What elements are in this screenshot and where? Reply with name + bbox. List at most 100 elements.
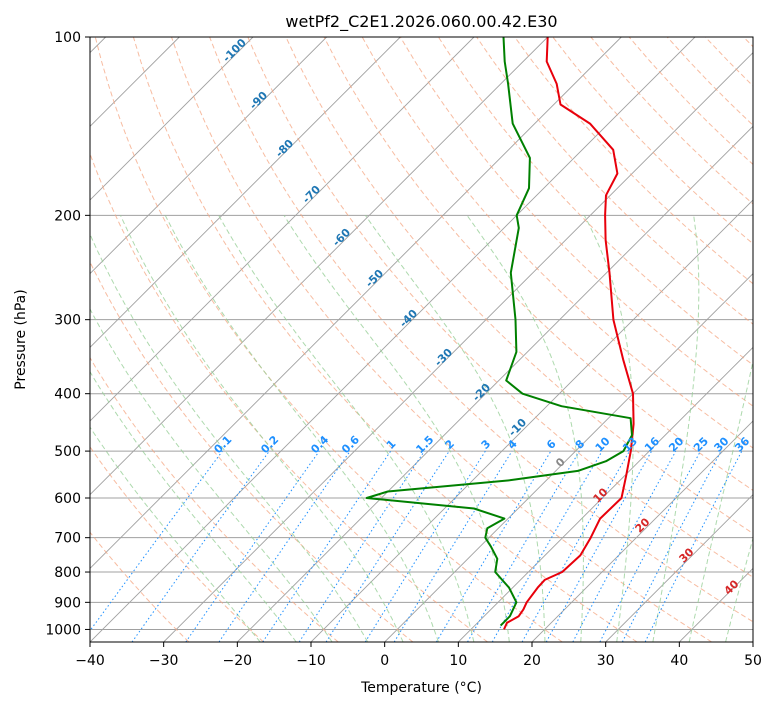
profile-series — [365, 37, 635, 630]
mixing-ratio-line — [435, 450, 552, 642]
dry-adiabat-line — [743, 37, 753, 48]
dry-adiabat-label: -20 — [470, 381, 493, 404]
y-tick-label: 400 — [54, 387, 81, 403]
chart-title: wetPf2_C2E1.2026.060.00.42.E30 — [285, 12, 557, 32]
mixing-ratio-line — [90, 450, 223, 632]
x-tick-label: 40 — [670, 653, 688, 669]
isotherm-line — [679, 567, 753, 642]
y-tick-label: 700 — [54, 531, 81, 547]
y-tick-label: 100 — [54, 30, 81, 46]
dry-adiabat-label: -60 — [330, 226, 353, 249]
mixing-ratio-line — [185, 450, 320, 642]
moist-adiabat-line — [90, 232, 369, 642]
y-tick-label: 600 — [54, 491, 81, 507]
x-tick-label: 30 — [597, 653, 615, 669]
mixing-ratio-line — [325, 450, 450, 642]
isotherm-line — [752, 641, 753, 642]
isotherm-line — [90, 37, 327, 275]
isotherm-line — [90, 37, 401, 348]
y-tick-label: 1000 — [45, 622, 81, 638]
moist-adiabat-label: 0 — [553, 455, 568, 470]
moist-adiabat-line — [725, 536, 753, 642]
mixing-ratio-label: 1 — [384, 437, 399, 452]
isotherm-line — [605, 494, 753, 642]
moist-adiabat-label: 30 — [677, 545, 697, 565]
dry-adiabat-line — [247, 37, 753, 578]
isotherm-line — [384, 273, 753, 642]
dry-adiabat-line — [90, 446, 264, 642]
x-tick-label: 50 — [744, 653, 762, 669]
moist-adiabat-line — [164, 215, 439, 642]
dry-adiabat-line — [552, 37, 753, 245]
dry-adiabat-line — [90, 531, 190, 642]
x-tick-label: 0 — [380, 653, 389, 669]
x-tick-label: −30 — [149, 653, 179, 669]
x-axis-label: Temperature (°C) — [360, 680, 482, 696]
x-tick-label: −40 — [75, 653, 105, 669]
dry-adiabat-line — [437, 37, 753, 366]
mixing-ratio-label: 2 — [442, 437, 457, 452]
moist-adiabat-line — [90, 370, 297, 642]
moist-adiabat-label: 20 — [633, 515, 653, 535]
dry-adiabat-label: -100 — [220, 36, 249, 65]
mixing-ratio-label: 1.5 — [413, 433, 436, 456]
mixing-ratio-lines — [90, 450, 743, 642]
dry-adiabats — [90, 37, 753, 642]
isotherm-line — [310, 199, 753, 642]
dry-adiabat-label: -40 — [397, 307, 420, 330]
moist-adiabat-line — [364, 215, 546, 642]
dewpoint-profile-line — [365, 37, 633, 627]
x-tick-label: 10 — [449, 653, 467, 669]
mixing-ratio-label: 25 — [691, 435, 711, 455]
mixing-ratio-line — [393, 450, 513, 642]
mixing-ratio-line — [545, 450, 653, 642]
mixing-ratio-label: 3 — [479, 437, 494, 452]
moist-adiabat-line — [583, 215, 634, 642]
y-tick-label: 200 — [54, 208, 81, 224]
dry-adiabat-line — [285, 37, 753, 535]
mixing-ratio-label: 4 — [505, 437, 520, 452]
isotherm-line — [90, 37, 475, 422]
moist-adiabat-label: 10 — [591, 485, 611, 505]
mixing-ratio-line — [521, 450, 630, 642]
moist-adiabat-line — [652, 215, 700, 642]
mixing-ratio-line — [298, 450, 425, 642]
isotherm-line — [90, 37, 548, 496]
dry-adiabat-line — [132, 37, 638, 642]
mixing-ratio-line — [621, 450, 722, 642]
y-tick-label: 800 — [54, 565, 81, 581]
temperature-profile-line — [503, 37, 635, 630]
dry-adiabat-label: -10 — [506, 416, 529, 439]
dry-adiabat-line — [704, 37, 753, 87]
isotherm-line — [531, 420, 753, 642]
dry-adiabat-line — [514, 37, 753, 285]
moist-adiabat-line — [218, 215, 475, 642]
moist-adiabat-line — [120, 215, 404, 642]
isobar-lines — [90, 37, 753, 630]
mixing-ratio-line — [572, 450, 677, 642]
plot-area: -100-90-80-70-60-50-40-30-20-100.1 0.2 0.4… — [90, 36, 753, 642]
moist-adiabat-label: 40 — [722, 577, 742, 597]
isotherm-line — [458, 346, 753, 642]
x-tick-label: −10 — [296, 653, 326, 669]
y-axis-ticks: 100 200 300 400 500 600 700 800 900 1000 — [45, 30, 90, 638]
isotherm-line — [90, 37, 254, 201]
dry-adiabat-label: -30 — [432, 346, 455, 369]
moist-adiabats — [90, 215, 753, 642]
x-axis-ticks: −40 −30 −20 −10 0 10 20 30 40 50 — [75, 642, 762, 669]
dry-adiabat-line — [90, 260, 414, 642]
dry-adiabat-line — [94, 37, 563, 642]
dry-adiabat-line — [209, 37, 753, 623]
plot-frame — [89, 36, 754, 643]
isotherm-line — [90, 37, 696, 642]
dry-adiabat-line — [90, 356, 339, 642]
mixing-ratio-label: 0.6 — [339, 433, 362, 456]
x-tick-label: 20 — [523, 653, 541, 669]
y-axis-label: Pressure (hPa) — [13, 289, 29, 389]
isotherm-lines — [90, 37, 753, 642]
mixing-ratio-line — [644, 450, 743, 642]
y-tick-label: 900 — [54, 595, 81, 611]
dry-adiabat-label: -70 — [300, 183, 323, 206]
dry-adiabat-label: -80 — [273, 137, 296, 160]
